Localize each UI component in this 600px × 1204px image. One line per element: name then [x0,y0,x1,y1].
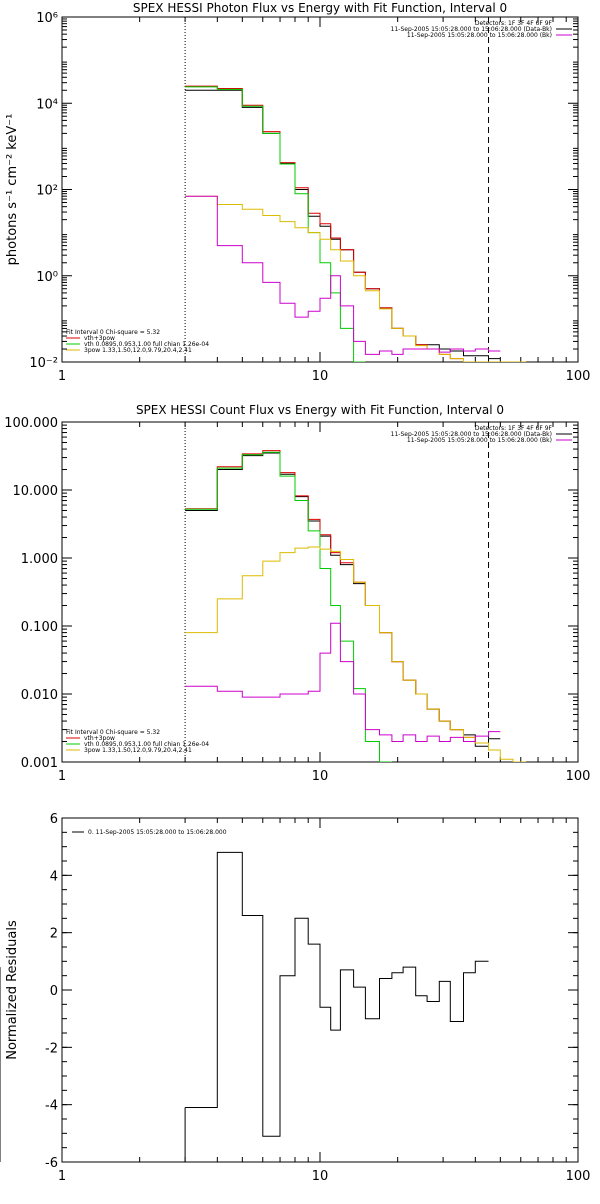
legend-top-text: 11-Sep-2005 15:05:28.000 to 15:06:28.000… [391,26,552,33]
y-tick-label: 2 [50,927,58,942]
y-tick-label: 10⁶ [36,11,58,26]
x-tick-label: 1 [58,1169,66,1184]
legend-top-text: 11-Sep-2005 15:05:28.000 to 15:06:28.000… [407,437,552,444]
y-tick-label: 0.100 [21,620,58,635]
y-tick-label: 1.000 [21,552,58,567]
legend-bottom-text: 3pow 1.33,1.50,12.0,9.79,20.4,2.41 [84,347,192,354]
series-0-line [185,851,489,1137]
legend-bottom: Fit Interval 0 Chi-square = 5.32vth+3pow… [66,729,209,754]
y-tick-label: 10⁻² [29,356,58,371]
y-tick-label: 6 [50,812,58,827]
y-tick-label: 0.010 [21,688,58,703]
series-2-line [185,451,392,762]
legend-top-text: 11-Sep-2005 15:05:28.000 to 15:06:28.000… [407,32,552,39]
chart-title: SPEX HESSI Count Flux vs Energy with Fit… [136,403,504,417]
series-3-line [185,195,527,362]
y-tick-label: 10² [36,184,58,199]
x-tick-label: 10 [312,369,329,384]
series-group [185,450,527,762]
y-axis-label: photons s⁻¹ cm⁻² keV⁻¹ [5,114,20,266]
chart-0: SPEX HESSI Photon Flux vs Energy with Fi… [5,1,590,384]
y-tick-label: 10⁰ [36,270,58,285]
legend-top-text: 0. 11-Sep-2005 15:05:28.000 to 15:06:28.… [88,829,227,836]
x-tick-label: 100 [566,369,591,384]
series-4-line [185,622,501,742]
legend-bottom: Fit Interval 0 Chi-square = 5.32vth+3pow… [66,329,209,354]
chart-2: 1 10 100 -6 -4 -2 0 2 4 6 Normalized Residuals 0. 1… [0,812,590,1184]
chart-title: SPEX HESSI Photon Flux vs Energy with Fi… [133,1,507,15]
legend-bottom-text: vth 0.0895,0.953,1.00 full chian 1.26e-0… [84,741,209,748]
legend-bottom-text: Fit Interval 0 Chi-square = 5.32 [66,329,160,336]
y-tick-label: -6 [45,1156,58,1171]
y-tick-label: -2 [45,1041,58,1056]
legend-top-text: Detectors: 1F 3F 4F 6F 9F [475,425,553,432]
y-tick-label: 100.000 [4,416,58,431]
y-tick-label: 4 [50,869,58,884]
y-tick-label: 10.000 [13,484,59,499]
series-group [185,85,527,362]
series-2-line [185,86,366,362]
series-group [185,851,489,1137]
legend-bottom-text: Fit Interval 0 Chi-square = 5.32 [66,729,160,736]
x-tick-label: 100 [566,769,591,784]
y-tick-label: 10⁴ [36,97,58,112]
legend-bottom-text: vth+3pow [84,335,115,342]
legend-bottom-text: vth 0.0895,0.953,1.00 full chian 1.26e-0… [84,341,209,348]
legend-top: 0. 11-Sep-2005 15:05:28.000 to 15:06:28.… [72,829,227,836]
y-axis-label: Normalized Residuals [5,920,20,1060]
legend-bottom-text: vth+3pow [84,735,115,742]
x-tick-label: 1 [58,769,66,784]
chart-1: SPEX HESSI Count Flux vs Energy with Fit… [4,403,590,784]
legend-bottom-text: 3pow 1.33,1.50,12.0,9.79,20.4,2.41 [84,747,192,754]
series-4-line [185,195,501,355]
x-tick-label: 10 [312,1169,329,1184]
y-tick-label: 0 [50,984,58,999]
x-tick-label: 100 [566,1169,591,1184]
y-tick-label: -4 [45,1099,58,1114]
x-tick-label: 1 [58,369,66,384]
y-tick-label: 0.001 [21,756,58,771]
legend-top-text: Detectors: 1F 3F 4F 6F 9F [475,20,553,27]
x-tick-label: 10 [312,769,329,784]
legend-top-text: 11-Sep-2005 15:05:28.000 to 15:06:28.000… [391,431,552,438]
